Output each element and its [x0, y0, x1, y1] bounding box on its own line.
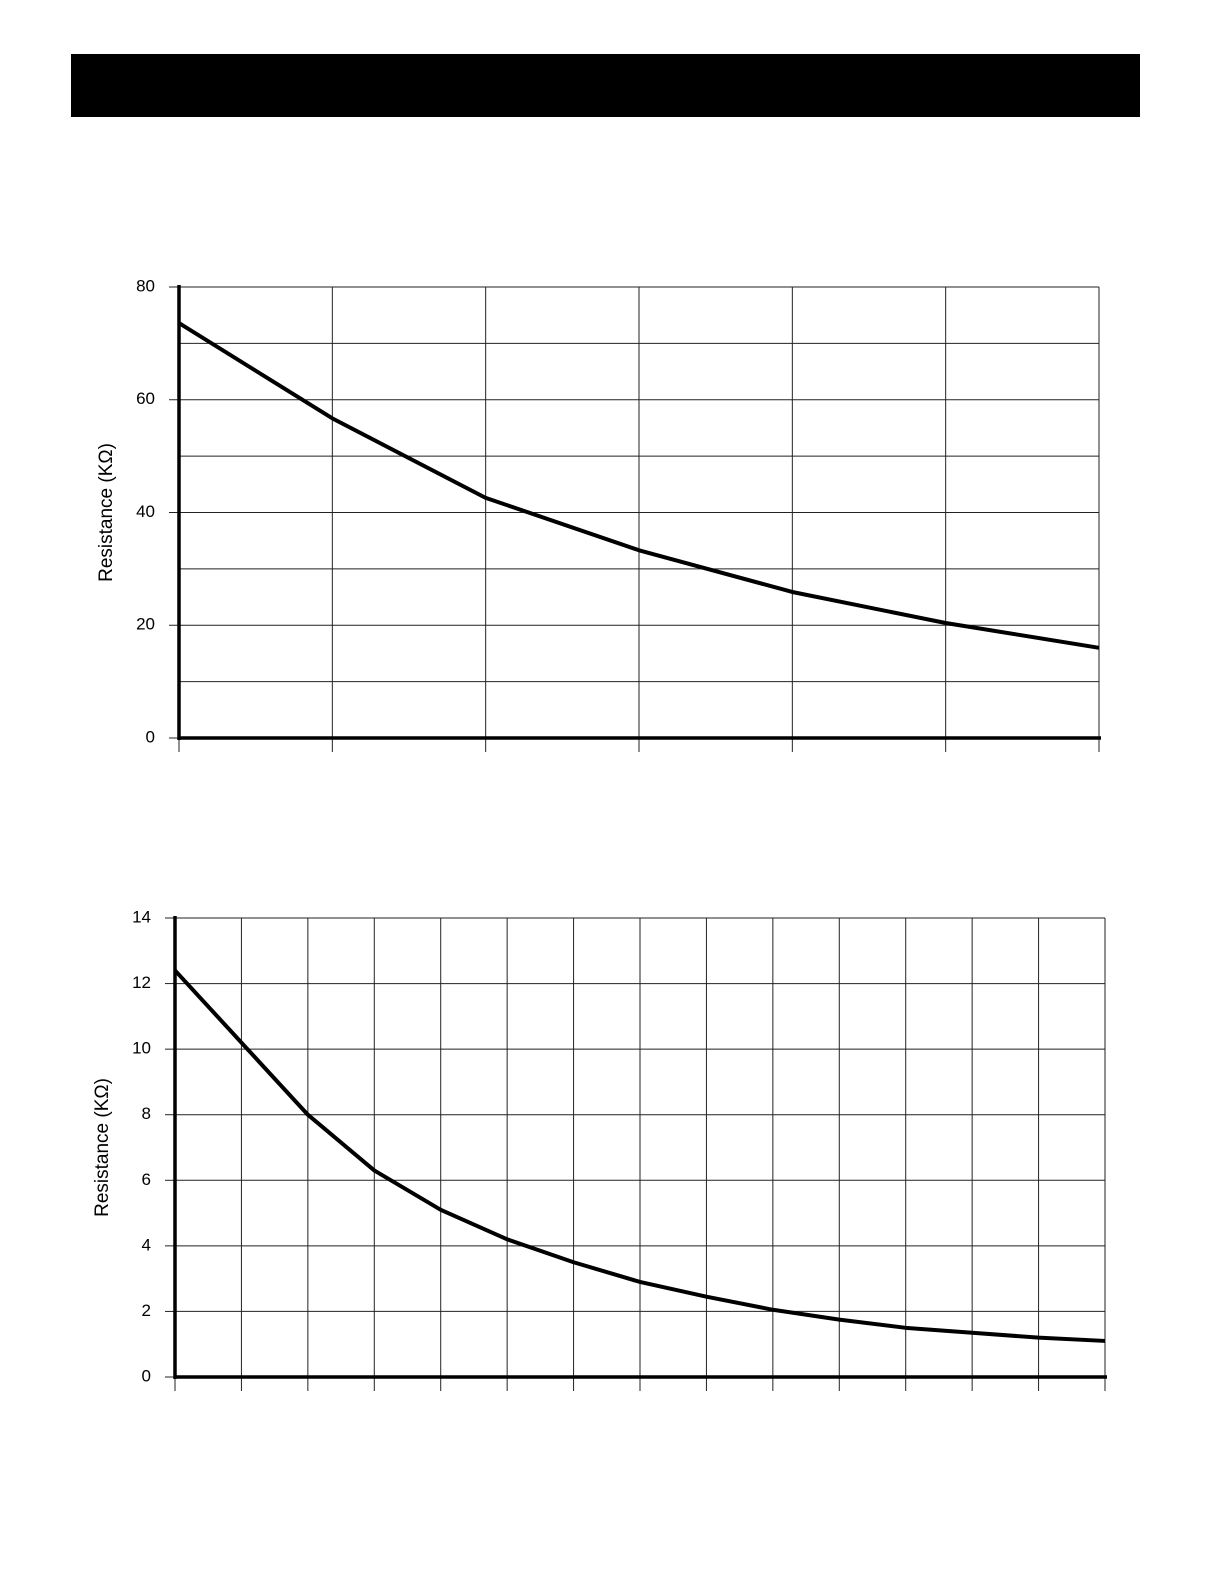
- y-tick-label: 2: [142, 1301, 151, 1320]
- curve: [177, 321, 1100, 650]
- y-tick-label: 8: [142, 1104, 151, 1123]
- y-tick-label: 6: [142, 1170, 151, 1189]
- y-tick-label: 80: [136, 276, 155, 295]
- y-tick-label: 20: [136, 615, 155, 634]
- y-axis-label: Resistance (KΩ): [92, 1078, 113, 1217]
- y-axis-label: Resistance (KΩ): [96, 443, 117, 582]
- y-tick-label: 0: [146, 727, 155, 746]
- y-tick-label: 4: [142, 1235, 151, 1254]
- y-tick-label: 0: [142, 1366, 151, 1385]
- y-tick-label: 12: [132, 973, 151, 992]
- curve: [173, 969, 1106, 1343]
- header-bar: [71, 54, 1140, 117]
- y-tick-label: 60: [136, 389, 155, 408]
- y-tick-label: 40: [136, 502, 155, 521]
- y-tick-label: 10: [132, 1039, 151, 1058]
- y-tick-label: 14: [132, 907, 151, 926]
